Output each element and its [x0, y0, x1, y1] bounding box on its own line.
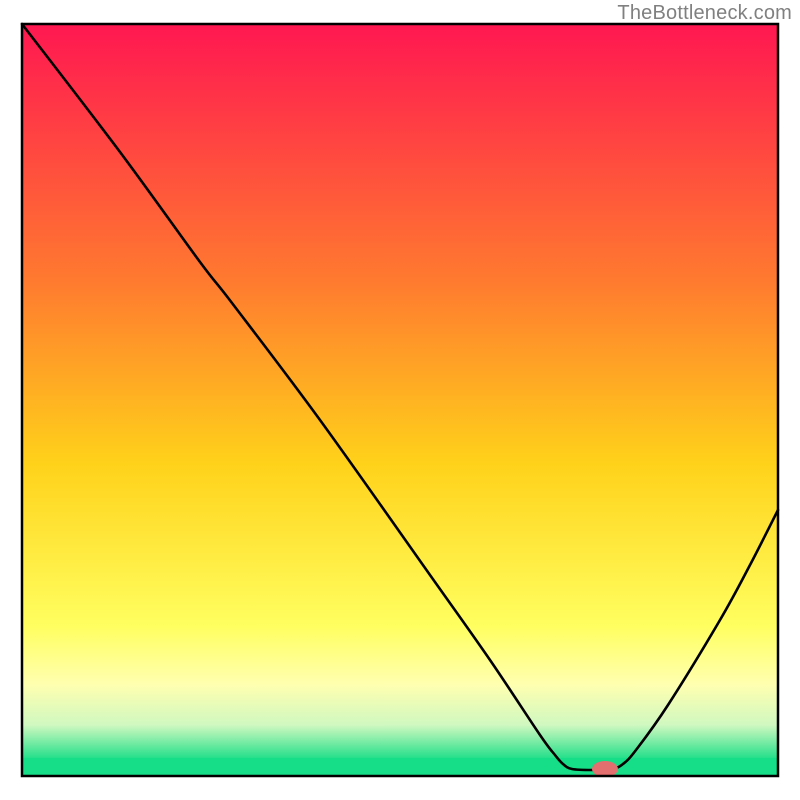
gradient-background: [22, 24, 778, 758]
bottleneck-chart: TheBottleneck.com: [0, 0, 800, 800]
chart-canvas: [0, 0, 800, 800]
optimal-band: [22, 758, 778, 776]
watermark-label: TheBottleneck.com: [617, 2, 792, 25]
optimum-marker: [592, 761, 618, 777]
